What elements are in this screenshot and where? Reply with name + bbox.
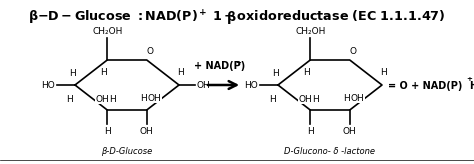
Text: $\mathbf{\beta}$$\mathbf{-D-Glucose\ :NAD(P)^+\ 1-oxidoreductase\ (EC\ 1.1.1.47): $\mathbf{\beta}$$\mathbf{-D-Glucose\ :NA…	[28, 9, 446, 27]
Text: H: H	[312, 95, 319, 104]
Text: OH: OH	[148, 94, 162, 103]
Text: O: O	[349, 47, 356, 56]
Text: H: H	[100, 68, 107, 77]
Text: H: H	[140, 94, 147, 103]
Text: O: O	[146, 47, 153, 56]
Text: β-D-Glucose: β-D-Glucose	[101, 147, 153, 156]
Text: CH₂OH: CH₂OH	[92, 27, 122, 36]
Text: CH₂OH: CH₂OH	[295, 27, 326, 36]
Text: OH: OH	[197, 82, 211, 91]
Text: HO: HO	[41, 82, 55, 91]
Text: HO: HO	[244, 82, 258, 91]
Text: D-Glucono- δ -lactone: D-Glucono- δ -lactone	[284, 147, 375, 156]
Text: = O + NAD(P): = O + NAD(P)	[388, 81, 462, 91]
Text: H+H: H+H	[469, 81, 474, 91]
Text: H: H	[66, 95, 73, 104]
Text: H: H	[70, 69, 76, 78]
Text: H: H	[269, 95, 276, 104]
Text: OH: OH	[95, 95, 109, 104]
Text: H: H	[381, 68, 387, 77]
Text: H: H	[104, 127, 110, 136]
Text: OH: OH	[298, 95, 312, 104]
Text: OH: OH	[351, 94, 365, 103]
Text: H: H	[303, 68, 310, 77]
Text: + NAD(P): + NAD(P)	[194, 61, 246, 71]
Text: $\mathbf{\beta}$: $\mathbf{\beta}$	[227, 10, 237, 27]
Text: OH: OH	[343, 127, 356, 136]
Text: H: H	[178, 68, 184, 77]
Text: H: H	[307, 127, 314, 136]
Text: OH: OH	[140, 127, 154, 136]
Text: H: H	[109, 95, 116, 104]
Text: +: +	[466, 76, 472, 82]
Text: H: H	[343, 94, 350, 103]
Text: +: +	[235, 60, 241, 66]
Text: H: H	[273, 69, 279, 78]
